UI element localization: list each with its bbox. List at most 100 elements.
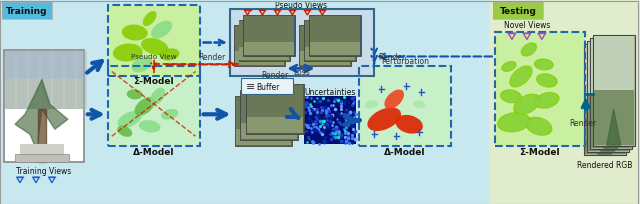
Bar: [20, 144, 64, 162]
Point: [349, 120, 359, 123]
Point: [340, 116, 350, 120]
Point: [310, 129, 321, 132]
Text: Training: Training: [6, 7, 48, 16]
Point: [317, 129, 328, 132]
Bar: [2, 3, 52, 20]
Point: [350, 137, 360, 141]
Ellipse shape: [160, 49, 180, 61]
Point: [339, 102, 349, 105]
Bar: [585, 45, 625, 100]
Point: [321, 110, 331, 113]
Point: [349, 116, 359, 119]
Bar: [2, 3, 52, 20]
Point: [321, 112, 331, 115]
Point: [342, 114, 352, 117]
Point: [315, 120, 325, 123]
Point: [300, 104, 310, 108]
Point: [305, 112, 315, 115]
Ellipse shape: [131, 57, 152, 73]
Point: [349, 110, 359, 114]
Ellipse shape: [122, 25, 148, 41]
Bar: [495, 32, 585, 146]
Point: [344, 116, 354, 119]
Bar: [236, 130, 291, 145]
Point: [347, 104, 357, 107]
Point: [308, 142, 318, 145]
Point: [302, 102, 312, 105]
Bar: [234, 97, 292, 146]
Point: [330, 132, 340, 135]
Point: [316, 131, 326, 134]
Point: [342, 113, 352, 116]
Point: [330, 98, 340, 101]
Text: Pseudo View: Pseudo View: [131, 54, 177, 60]
Text: Uncertainties: Uncertainties: [305, 88, 356, 96]
Text: Testing: Testing: [499, 7, 536, 16]
Point: [341, 131, 351, 134]
Point: [306, 105, 316, 109]
Point: [335, 108, 346, 111]
Text: Render: Render: [261, 71, 288, 80]
Point: [350, 137, 360, 141]
Point: [335, 133, 346, 137]
Bar: [4, 51, 84, 162]
Bar: [248, 86, 303, 118]
Ellipse shape: [534, 59, 554, 71]
Point: [340, 109, 351, 112]
Point: [342, 118, 353, 121]
Bar: [234, 52, 284, 66]
Text: ≡: ≡: [246, 82, 255, 92]
Point: [304, 124, 314, 127]
Point: [328, 127, 339, 131]
Point: [334, 113, 344, 116]
Point: [314, 115, 324, 118]
Bar: [305, 47, 355, 61]
Polygon shape: [601, 116, 614, 151]
Point: [344, 119, 355, 123]
Point: [331, 126, 341, 129]
Point: [333, 133, 344, 136]
Ellipse shape: [527, 118, 550, 135]
Point: [307, 109, 317, 113]
Point: [341, 141, 351, 144]
Point: [310, 116, 321, 119]
Point: [303, 126, 313, 129]
Point: [319, 140, 329, 143]
Point: [336, 140, 346, 143]
Point: [316, 121, 326, 124]
Point: [348, 128, 358, 131]
Point: [324, 116, 335, 120]
Point: [349, 117, 360, 121]
Bar: [495, 32, 585, 146]
Point: [326, 114, 337, 118]
Text: Perturbation: Perturbation: [381, 57, 429, 66]
Text: Render: Render: [378, 53, 406, 62]
Ellipse shape: [150, 88, 165, 106]
Bar: [53, 52, 63, 110]
Point: [342, 135, 353, 138]
Point: [340, 132, 351, 135]
Point: [348, 102, 358, 106]
Ellipse shape: [367, 108, 401, 131]
Ellipse shape: [139, 121, 161, 133]
Point: [309, 128, 319, 131]
Bar: [587, 41, 628, 152]
Point: [335, 104, 346, 108]
Point: [307, 97, 317, 100]
Text: Δ-Model: Δ-Model: [385, 147, 426, 156]
Bar: [593, 35, 635, 146]
Point: [349, 120, 360, 123]
Point: [323, 109, 333, 112]
Point: [311, 121, 321, 125]
Point: [346, 121, 356, 124]
Point: [327, 128, 337, 131]
Point: [330, 108, 340, 111]
Ellipse shape: [521, 43, 537, 57]
Bar: [305, 97, 356, 144]
Point: [310, 121, 321, 125]
Bar: [585, 100, 625, 154]
Point: [335, 99, 346, 103]
Ellipse shape: [536, 74, 557, 88]
Point: [336, 112, 346, 115]
Bar: [248, 118, 303, 134]
